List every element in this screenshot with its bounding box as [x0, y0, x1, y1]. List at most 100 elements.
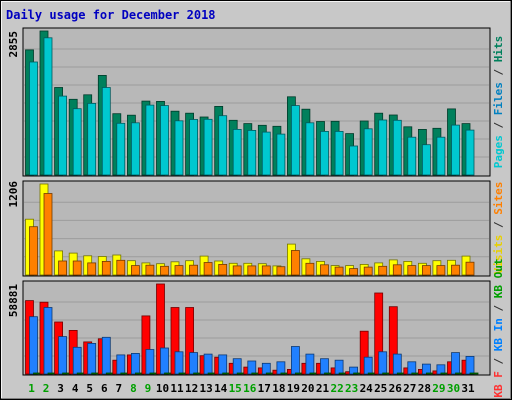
x-tick-label-day-10: 10: [156, 382, 169, 395]
x-tick-label-day-11: 11: [170, 382, 184, 395]
x-tick-label-day-4: 4: [72, 382, 79, 395]
x-tick-label-day-13: 13: [199, 382, 212, 395]
bar-files-day-2: [43, 37, 53, 176]
bar-kb-in-day-2: [43, 307, 53, 375]
legend-part: /: [492, 115, 505, 135]
bar-kb-in-day-25: [378, 351, 388, 375]
bar-files-day-5: [87, 103, 97, 176]
panel-hits-max-label: 2855: [7, 31, 20, 58]
bar-kb-out-day-31: [469, 372, 479, 375]
bar-sites-day-3: [58, 260, 67, 276]
bar-kb-in-day-16: [247, 360, 257, 375]
x-tick-label-day-16: 16: [243, 382, 257, 395]
bar-kb-in-day-8: [130, 352, 140, 375]
bar-sites-day-9: [145, 264, 155, 276]
panel-visits-max-label: 1206: [7, 181, 20, 208]
x-tick-label-day-23: 23: [345, 382, 358, 395]
bar-files-day-12: [189, 119, 199, 176]
bar-files-day-4: [72, 108, 82, 176]
bar-files-day-13: [203, 118, 213, 176]
bar-sites-day-18: [276, 266, 286, 276]
panel-kbytes-max-label: 58881: [7, 284, 20, 317]
bar-kb-in-day-22: [334, 359, 344, 375]
bar-files-day-31: [465, 129, 475, 176]
x-tick-label-day-9: 9: [145, 382, 152, 395]
legend-part: Files: [492, 82, 505, 115]
bar-files-day-22: [334, 130, 344, 176]
bar-sites-day-5: [87, 262, 97, 276]
x-tick-label-day-20: 20: [301, 382, 314, 395]
x-tick-label-day-29: 29: [432, 382, 445, 395]
bar-files-day-25: [378, 119, 388, 176]
bar-kb-in-day-9: [145, 349, 155, 375]
bar-sites-day-24: [363, 266, 373, 276]
legend-part: /: [492, 351, 505, 371]
legend-part: /: [492, 62, 505, 82]
chart-title: Daily usage for December 2018: [6, 8, 216, 22]
bar-sites-day-23: [349, 268, 359, 276]
bar-files-day-14: [218, 115, 228, 176]
bar-sites-day-16: [247, 265, 257, 276]
bar-files-day-7: [116, 122, 126, 176]
panel-hits-bars: [25, 30, 475, 176]
bar-kb-in-day-4: [72, 346, 82, 375]
bar-kb-in-day-18: [276, 361, 286, 375]
panel-hits-legend: Pages / Files / Hits: [492, 36, 505, 169]
bar-sites-day-1: [29, 226, 38, 276]
x-tick-label-day-26: 26: [389, 382, 403, 395]
x-tick-label-day-1: 1: [28, 382, 35, 395]
x-tick-label-day-31: 31: [461, 382, 475, 395]
bar-files-day-24: [363, 128, 373, 176]
bar-sites-day-10: [160, 265, 169, 276]
bar-sites-day-6: [101, 260, 111, 276]
bar-sites-day-7: [116, 259, 126, 276]
bar-kb-in-day-28: [421, 363, 431, 375]
bar-sites-day-27: [407, 265, 417, 276]
legend-part: KB Out: [492, 258, 505, 298]
bar-kb-in-day-13: [203, 353, 213, 375]
bar-kb-in-day-21: [320, 358, 329, 375]
bar-sites-day-29: [436, 265, 446, 276]
legend-part: Visits: [492, 235, 505, 275]
bar-files-day-28: [421, 144, 431, 176]
bar-files-day-30: [451, 124, 460, 176]
bar-files-day-15: [232, 128, 242, 176]
bar-sites-day-19: [290, 250, 300, 276]
x-tick-label-day-19: 19: [287, 382, 300, 395]
bar-kb-in-day-6: [101, 336, 111, 375]
bar-sites-day-26: [392, 264, 402, 276]
bar-sites-day-12: [189, 264, 199, 276]
bar-files-day-1: [29, 61, 38, 176]
bar-files-day-29: [436, 136, 446, 176]
bar-sites-day-28: [421, 265, 431, 276]
bar-files-day-16: [247, 129, 257, 176]
bar-kb-in-day-5: [87, 342, 97, 375]
bar-files-day-23: [349, 145, 359, 176]
bar-sites-day-22: [334, 266, 344, 276]
x-axis-day-labels: 1 2 3 4 5 6 7 8 9 10 11 12 13 14 15 16 17 18 19 20 21 22 23 24 2…: [28, 382, 475, 395]
bar-files-day-10: [160, 105, 169, 176]
legend-part: Sites: [492, 182, 505, 215]
bar-sites-day-13: [203, 262, 213, 276]
bar-sites-day-11: [174, 265, 184, 276]
panel-kbytes-legend: KB F / KB In / KB Out: [492, 258, 505, 397]
x-tick-label-day-25: 25: [374, 382, 387, 395]
bar-files-day-19: [290, 105, 300, 176]
bar-kb-in-day-26: [392, 353, 402, 375]
x-tick-label-day-30: 30: [447, 382, 460, 395]
bar-kb-in-day-15: [232, 358, 242, 375]
x-tick-label-day-27: 27: [403, 382, 416, 395]
bar-files-day-17: [261, 131, 271, 176]
x-tick-label-day-28: 28: [418, 382, 431, 395]
panel-kbytes: [22, 280, 491, 376]
bar-kb-in-day-1: [29, 316, 38, 375]
bar-files-day-11: [174, 120, 184, 176]
bar-sites-day-8: [130, 265, 140, 276]
x-tick-label-day-5: 5: [86, 382, 93, 395]
bar-files-day-27: [407, 136, 417, 176]
bar-kb-in-day-3: [58, 336, 67, 375]
panel-kbytes-gridlines: [24, 301, 489, 357]
x-tick-label-day-8: 8: [130, 382, 137, 395]
bar-kb-in-day-19: [290, 346, 300, 375]
